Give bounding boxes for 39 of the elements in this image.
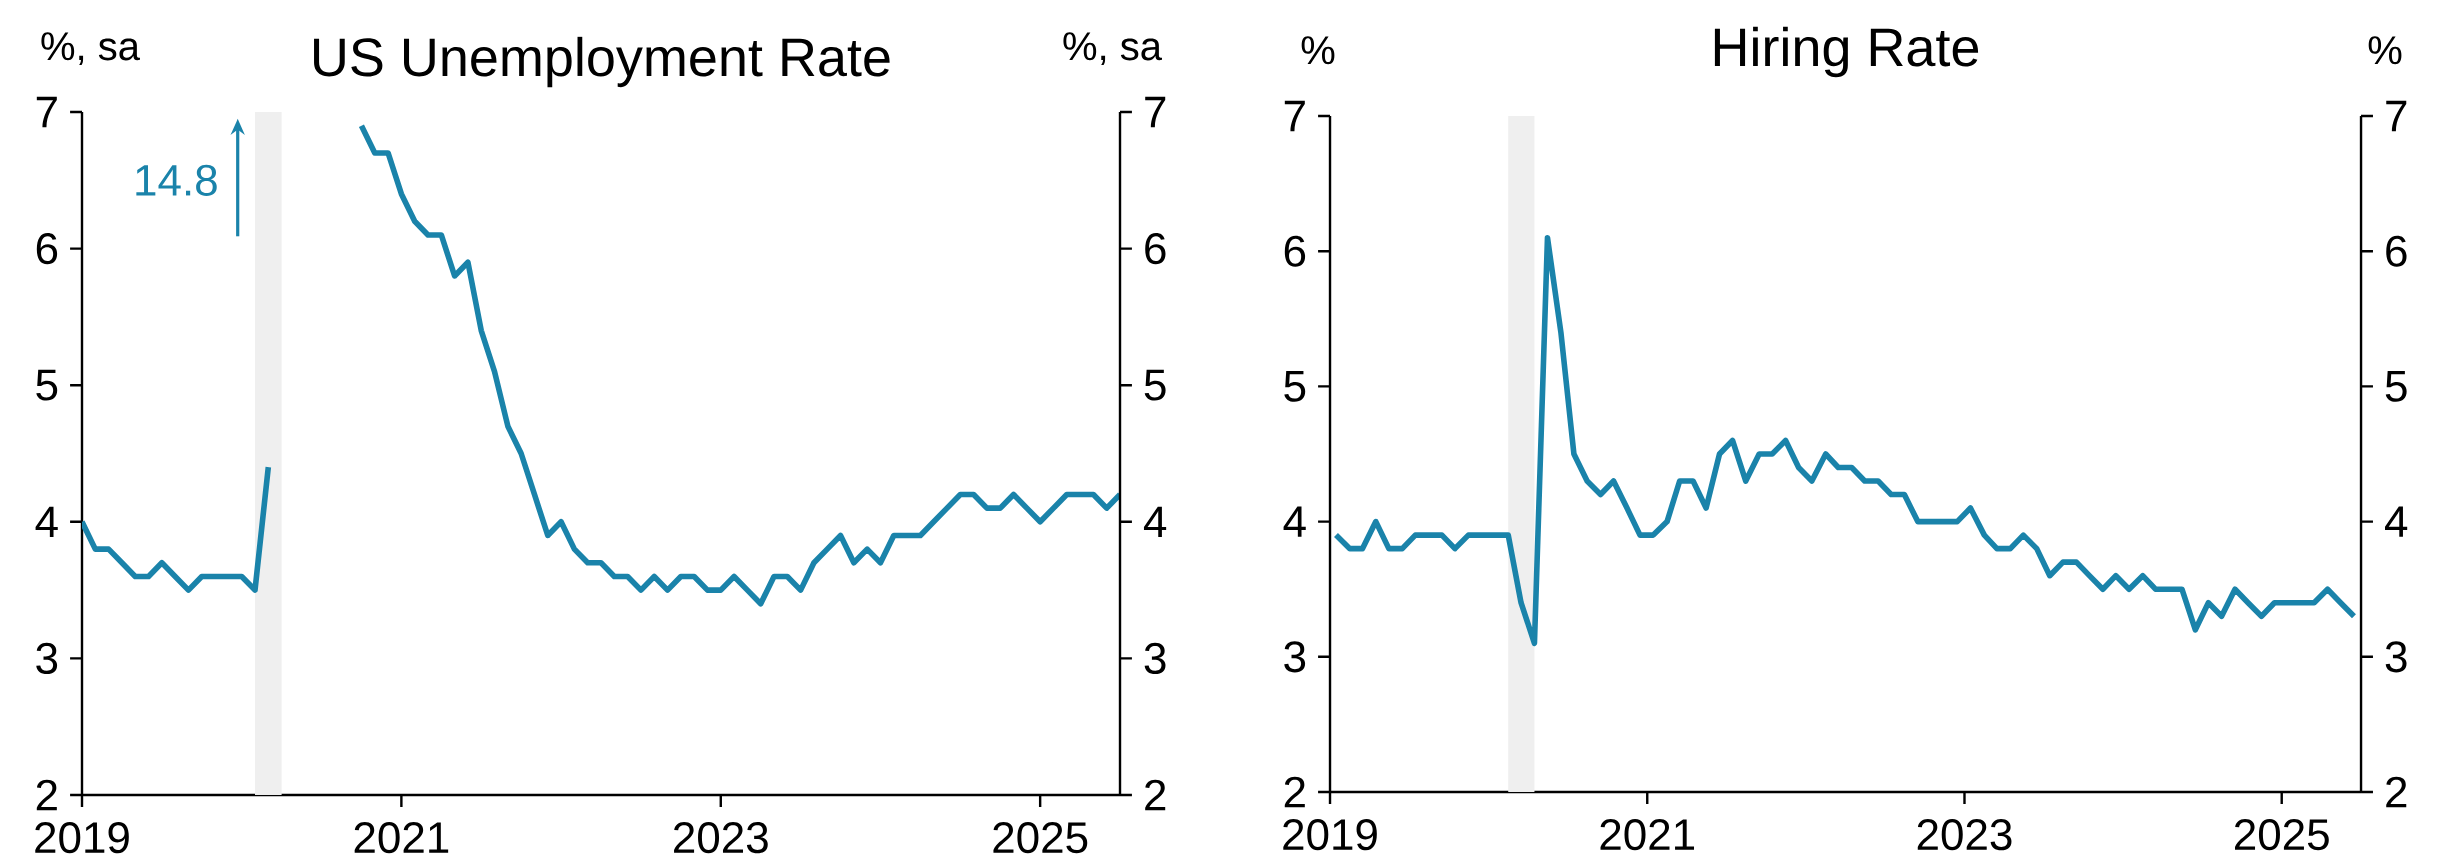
x-tick-label: 2021 <box>354 822 449 854</box>
x-tick-label: 2019 <box>1283 819 1377 851</box>
y2-tick-label: 7 <box>1145 96 1166 128</box>
x-tick-label: 2025 <box>2235 819 2329 851</box>
y-tick-label: 7 <box>1284 100 1305 132</box>
y-tick-label: 2 <box>1284 776 1305 808</box>
y2-tick-label: 3 <box>1144 642 1166 674</box>
y2-tick-label: 2 <box>2386 776 2407 808</box>
y2-tick-label: 4 <box>1143 506 1167 537</box>
y-tick-label: 4 <box>35 506 58 537</box>
y-tick-label: 3 <box>1284 641 1306 673</box>
y2-tick-label: 6 <box>1145 233 1166 265</box>
y2-tick-label: 5 <box>2385 371 2407 402</box>
y-tick-label: 2 <box>36 779 57 811</box>
y-axis-title: % <box>1301 36 1335 65</box>
y2-tick-label: 3 <box>2385 641 2407 673</box>
y2-tick-label: 4 <box>2385 506 2408 537</box>
annotation: 14.8 <box>136 164 217 196</box>
y-tick-label: 5 <box>36 369 58 401</box>
chart-title: Hiring Rate <box>1714 26 1979 78</box>
x-tick-label: 2019 <box>35 822 129 854</box>
y-tick-label: 6 <box>36 233 58 265</box>
y2-axis-title: % <box>2368 36 2402 65</box>
chart-title: US Unemployment Rate <box>314 36 890 88</box>
y-tick-label: 7 <box>36 96 57 128</box>
y2-tick-label: 2 <box>1145 779 1166 811</box>
x-tick-label: 2021 <box>1600 819 1695 851</box>
x-tick-label: 2023 <box>1917 819 2012 851</box>
y2-tick-label: 5 <box>1144 369 1166 401</box>
y2-axis-title: %, sa <box>1063 32 1162 66</box>
y-tick-label: 5 <box>1284 371 1306 402</box>
y2-tick-label: 7 <box>2386 100 2407 132</box>
y-axis-title: %, sa <box>41 32 140 66</box>
y2-tick-label: 6 <box>2386 235 2407 267</box>
y-tick-label: 4 <box>1283 506 1306 537</box>
x-tick-label: 2023 <box>674 822 768 854</box>
y-tick-label: 6 <box>1284 235 1306 267</box>
x-tick-label: 2025 <box>993 822 1088 854</box>
y-tick-label: 3 <box>36 642 58 674</box>
